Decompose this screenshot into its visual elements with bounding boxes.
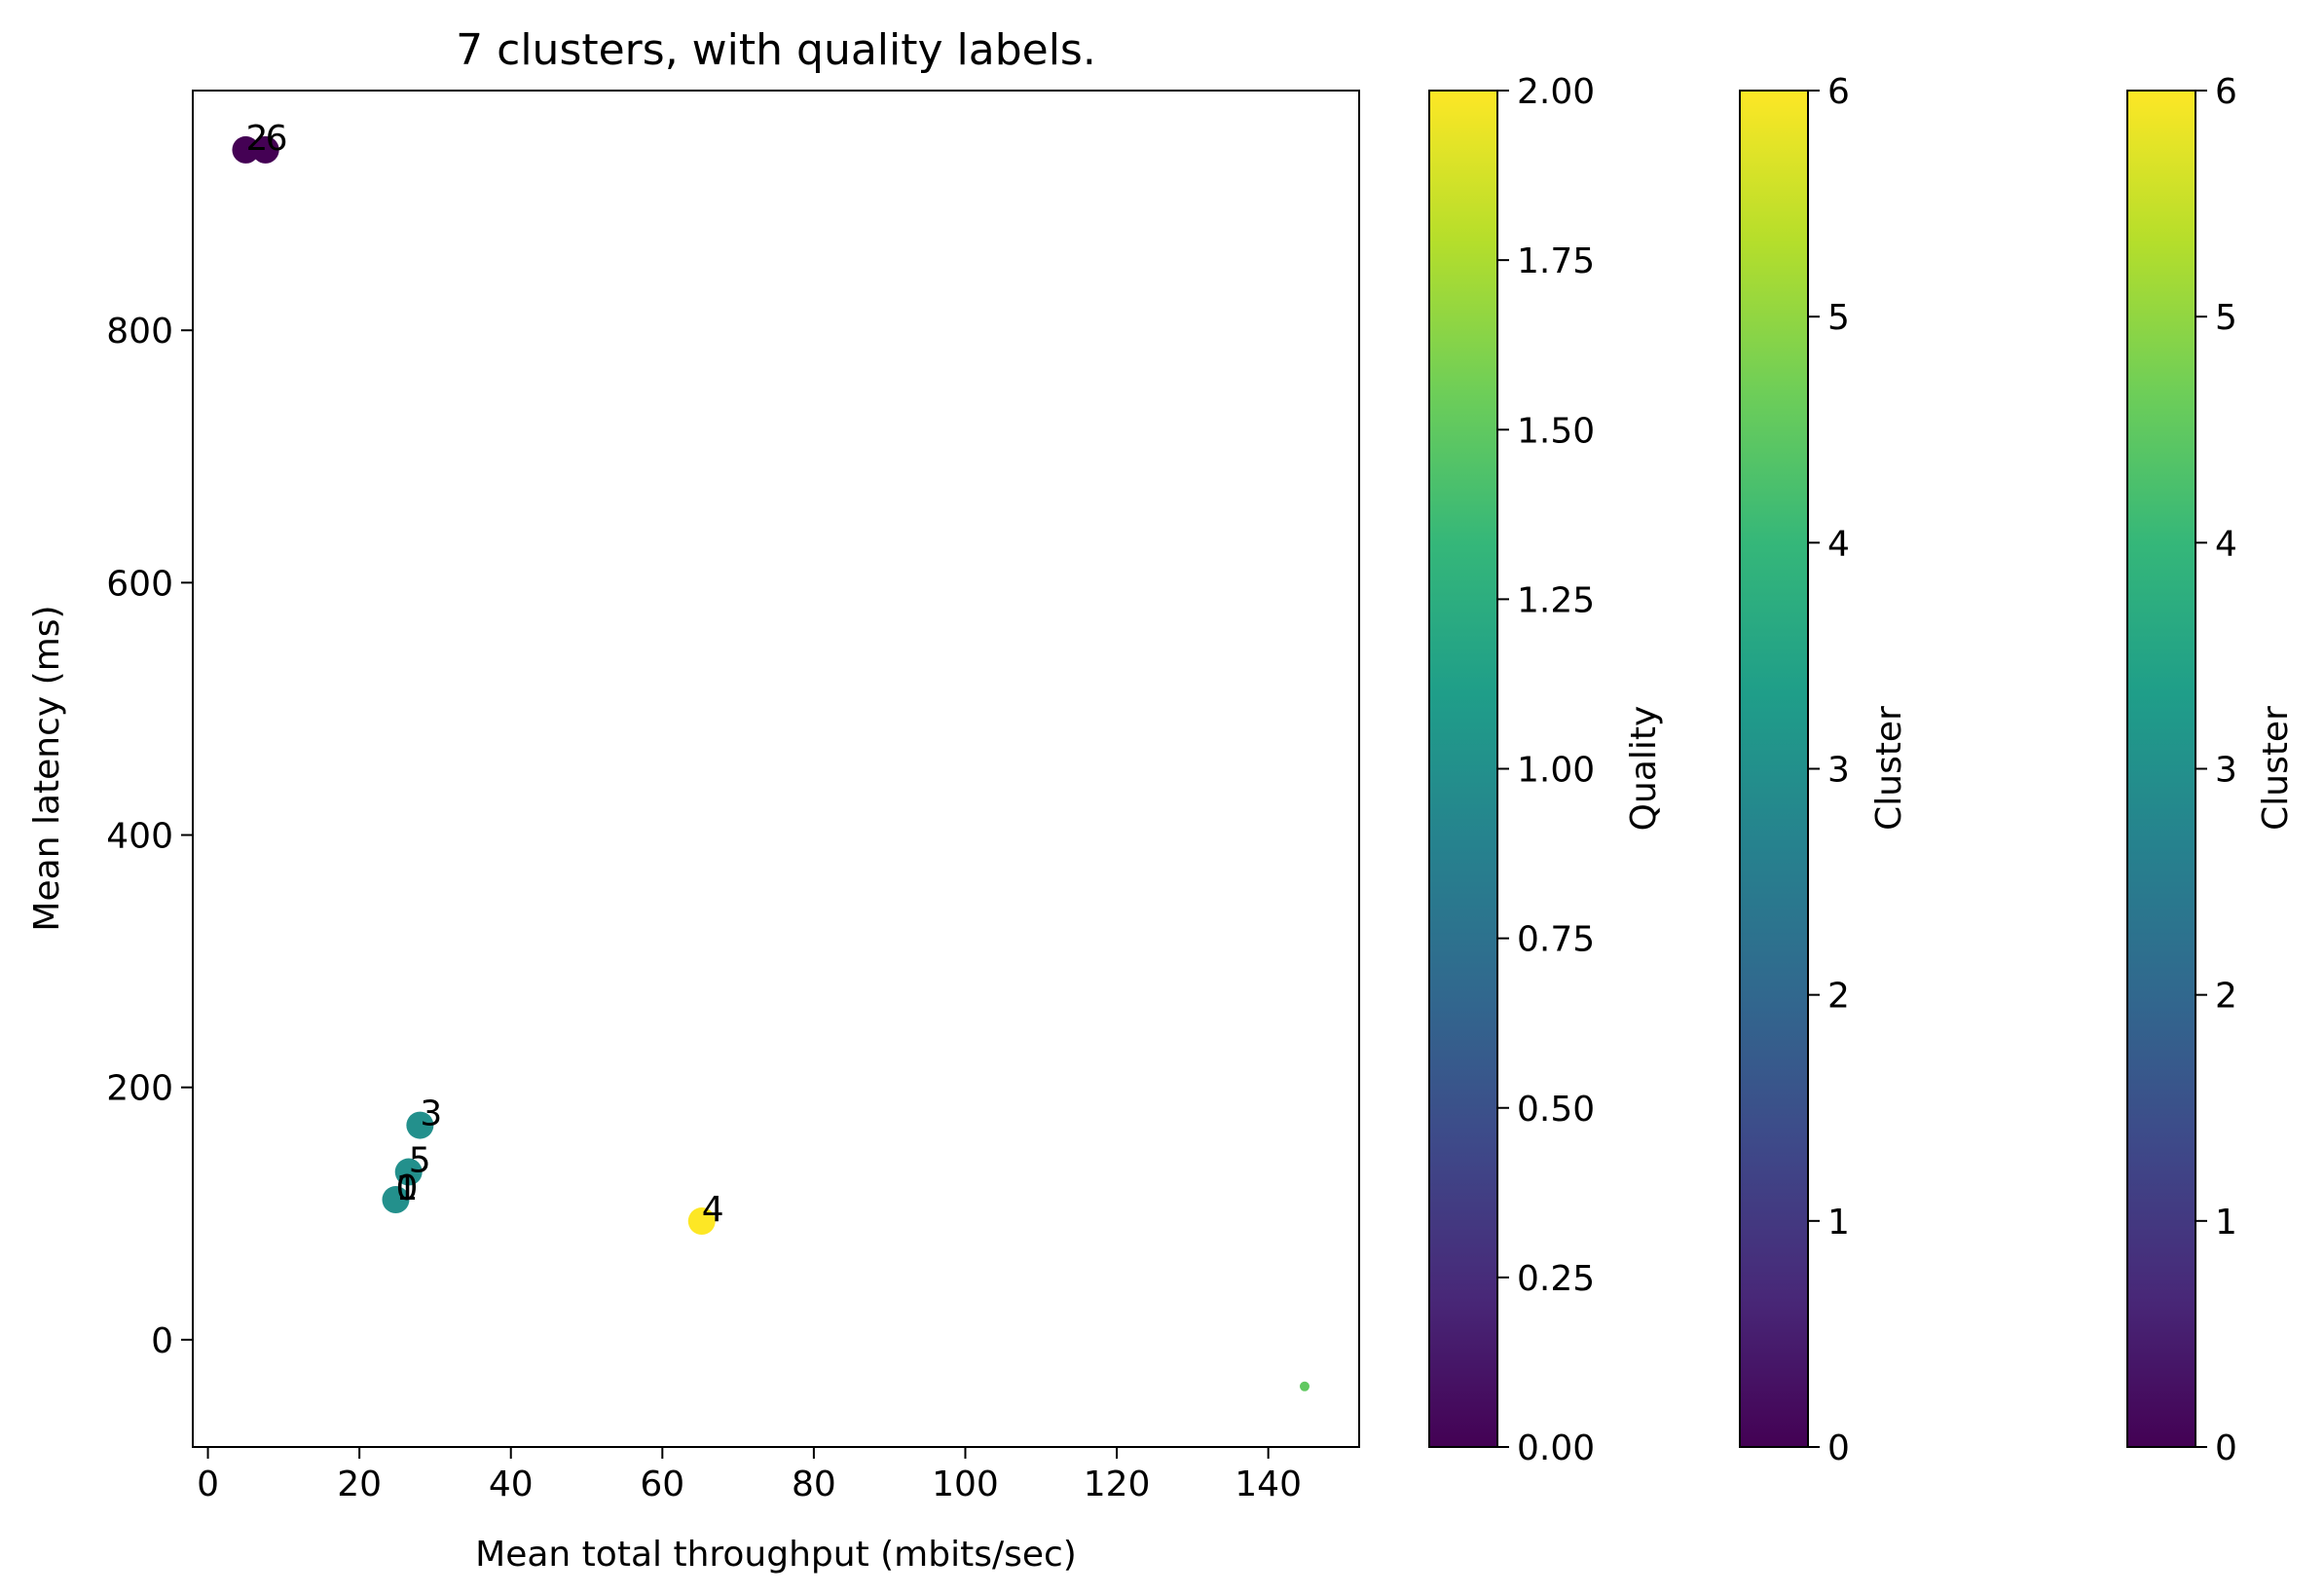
y-tick-label: 600 bbox=[106, 564, 173, 604]
x-tick-label: 140 bbox=[1235, 1465, 1302, 1504]
point-annotation: 6 bbox=[266, 119, 288, 159]
data-points bbox=[232, 135, 1310, 1391]
point-annotation: 1 bbox=[395, 1168, 418, 1208]
x-axis: 0 20 40 60 80 100 120 140 bbox=[197, 1447, 1302, 1504]
colorbar-tick-label: 1 bbox=[2215, 1203, 2237, 1243]
colorbar-tick-label: 6 bbox=[1827, 72, 1850, 112]
colorbar: 0 1 2 3 4 5 6 Cluster bbox=[1739, 72, 1909, 1468]
colorbar-label: Quality bbox=[1624, 706, 1664, 832]
data-point bbox=[232, 135, 260, 164]
colorbar-tick-label: 1.00 bbox=[1517, 751, 1595, 791]
point-annotation: 4 bbox=[702, 1190, 724, 1230]
colorbar-tick-label: 0 bbox=[2215, 1428, 2237, 1468]
data-point bbox=[394, 1158, 423, 1186]
x-axis-label: Mean total throughput (mbits/sec) bbox=[475, 1535, 1077, 1575]
colorbar-tick-label: 0.25 bbox=[1517, 1259, 1595, 1299]
colorbar-label: Cluster bbox=[1869, 706, 1909, 831]
colorbar-tick-label: 1 bbox=[1827, 1203, 1850, 1243]
x-tick-label: 80 bbox=[792, 1465, 836, 1504]
colorbar: 0 1 2 3 4 5 6 Cluster bbox=[2126, 72, 2296, 1468]
point-annotation: 0 bbox=[395, 1168, 418, 1208]
colorbar-tick-label: 2 bbox=[1827, 977, 1850, 1017]
colorbar-tick-label: 1.25 bbox=[1517, 580, 1595, 620]
colorbar-tick-label: 1.75 bbox=[1517, 241, 1595, 281]
colorbar: 0.00 0.25 0.50 0.75 1.00 1.25 1.50 1.75 2.00 Qual… bbox=[1428, 72, 1664, 1468]
colorbar-gradient bbox=[1428, 90, 1498, 1448]
point-annotation: 2 bbox=[245, 119, 268, 159]
colorbar-tick-label: 3 bbox=[2215, 751, 2237, 791]
colorbar-tick-label: 0.75 bbox=[1517, 920, 1595, 960]
y-axis-label: Mean latency (ms) bbox=[27, 605, 67, 931]
y-tick-label: 800 bbox=[106, 312, 173, 352]
x-tick-label: 20 bbox=[337, 1465, 382, 1504]
colorbar-tick-label: 0 bbox=[1827, 1428, 1850, 1468]
colorbar-tick-label: 0.00 bbox=[1517, 1428, 1595, 1468]
x-tick-label: 40 bbox=[489, 1465, 534, 1504]
y-axis: 0 200 400 600 800 bbox=[106, 312, 193, 1361]
x-tick-label: 60 bbox=[640, 1465, 684, 1504]
colorbar-tick-label: 2.00 bbox=[1517, 72, 1595, 112]
colorbar-tick-label: 4 bbox=[1827, 524, 1850, 564]
x-tick-label: 100 bbox=[932, 1465, 999, 1504]
colorbar-label: Cluster bbox=[2256, 706, 2296, 831]
colorbars: 0.00 0.25 0.50 0.75 1.00 1.25 1.50 1.75 2.00 Qual… bbox=[1428, 72, 2296, 1468]
chart-title: 7 clusters, with quality labels. bbox=[456, 25, 1096, 75]
y-tick-label: 0 bbox=[151, 1321, 173, 1361]
colorbar-tick-label: 5 bbox=[1827, 298, 1850, 338]
colorbar-tick-label: 2 bbox=[2215, 977, 2237, 1017]
colorbar-gradient bbox=[1739, 90, 1809, 1448]
x-tick-label: 120 bbox=[1084, 1465, 1151, 1504]
y-tick-label: 400 bbox=[106, 817, 173, 857]
point-annotation: 3 bbox=[420, 1094, 442, 1134]
colorbar-tick-label: 6 bbox=[2215, 72, 2237, 112]
data-point bbox=[406, 1111, 434, 1139]
data-point bbox=[251, 135, 279, 164]
colorbar-gradient bbox=[2126, 90, 2196, 1448]
colorbar-tick-label: 3 bbox=[1827, 751, 1850, 791]
plot-frame bbox=[192, 90, 1360, 1448]
data-point bbox=[687, 1207, 716, 1236]
x-tick-label: 0 bbox=[197, 1465, 219, 1504]
colorbar-tick-label: 4 bbox=[2215, 524, 2237, 564]
data-point bbox=[382, 1186, 410, 1214]
point-annotation: 5 bbox=[409, 1141, 431, 1181]
colorbar-tick-label: 1.50 bbox=[1517, 411, 1595, 451]
data-point bbox=[1299, 1381, 1310, 1391]
point-annotations: 26 3 510 4 bbox=[245, 119, 723, 1230]
y-tick-label: 200 bbox=[106, 1069, 173, 1109]
colorbar-tick-label: 0.50 bbox=[1517, 1090, 1595, 1130]
colorbar-tick-label: 5 bbox=[2215, 298, 2237, 338]
